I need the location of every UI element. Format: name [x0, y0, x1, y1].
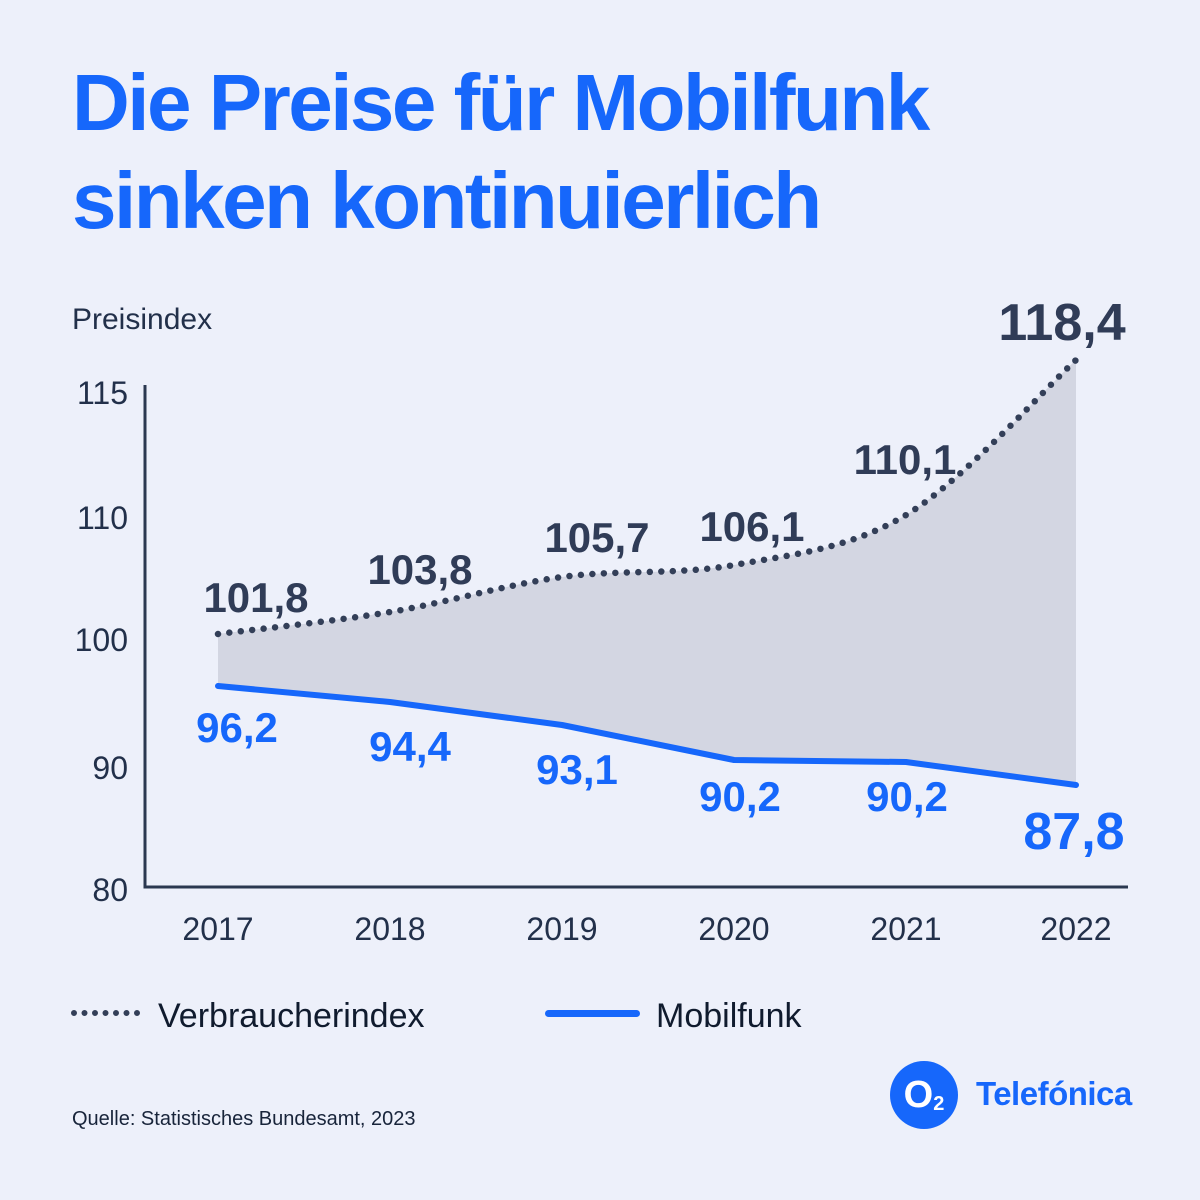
source-note: Quelle: Statistisches Bundesamt, 2023	[72, 1108, 416, 1130]
page-title-line-1: Die Preise für Mobilfunk	[72, 58, 930, 147]
page-title-line-2: sinken kontinuierlich	[72, 156, 822, 245]
y-tick-110: 110	[77, 500, 128, 536]
mob-label-2019: 93,1	[536, 746, 618, 793]
o2-logo-icon: O 2	[890, 1061, 958, 1129]
legend-verbraucherindex-sample	[71, 1010, 143, 1016]
mob-label-2018: 94,4	[369, 723, 451, 770]
x-tick-2022: 2022	[1040, 911, 1111, 947]
page-title: Die Preise für Mobilfunk sinken kontinui…	[72, 54, 1152, 250]
x-axis-tick-labels: 2017 2018 2019 2020 2021 2022	[182, 911, 1111, 947]
o2-logo-o: O	[903, 1074, 934, 1116]
y-axis-tick-labels: 115 110 100 90 80	[75, 375, 128, 908]
vpi-label-2021: 110,1	[854, 436, 957, 483]
y-tick-115: 115	[77, 375, 128, 411]
x-tick-2019: 2019	[526, 911, 597, 947]
mob-label-2021: 90,2	[866, 773, 948, 820]
legend-mobilfunk-sample	[545, 1010, 640, 1017]
vpi-label-2019: 105,7	[544, 514, 649, 561]
vpi-label-2017: 101,8	[203, 574, 308, 621]
y-tick-90: 90	[92, 750, 128, 786]
vpi-label-2018: 103,8	[367, 546, 472, 593]
legend-label-mobilfunk: Mobilfunk	[656, 997, 802, 1035]
y-tick-100: 100	[75, 622, 128, 658]
verbraucherindex-dotted-line	[214, 356, 1080, 638]
y-tick-80: 80	[92, 872, 128, 908]
mobilfunk-solid-line	[215, 683, 1079, 788]
vpi-label-2020: 106,1	[699, 503, 804, 550]
x-tick-2017: 2017	[182, 911, 253, 947]
mob-label-2020: 90,2	[699, 773, 781, 820]
telefonica-wordmark: Telefónica	[976, 1075, 1132, 1112]
legend-label-verbraucherindex: Verbraucherindex	[158, 997, 425, 1035]
verbraucherindex-value-labels: 101,8 103,8 105,7 106,1 110,1 118,4	[203, 294, 1125, 621]
mob-label-2022: 87,8	[1023, 803, 1124, 861]
o2-logo-subscript: 2	[933, 1093, 945, 1115]
mobilfunk-value-labels: 96,2 94,4 93,1 90,2 90,2 87,8	[196, 704, 1124, 861]
y-axis-title: Preisindex	[72, 303, 213, 336]
x-tick-2020: 2020	[698, 911, 769, 947]
x-tick-2021: 2021	[870, 911, 941, 947]
x-tick-2018: 2018	[354, 911, 425, 947]
chart-axes	[143, 385, 1128, 889]
vpi-label-2022: 118,4	[998, 294, 1125, 352]
mob-label-2017: 96,2	[196, 704, 278, 751]
